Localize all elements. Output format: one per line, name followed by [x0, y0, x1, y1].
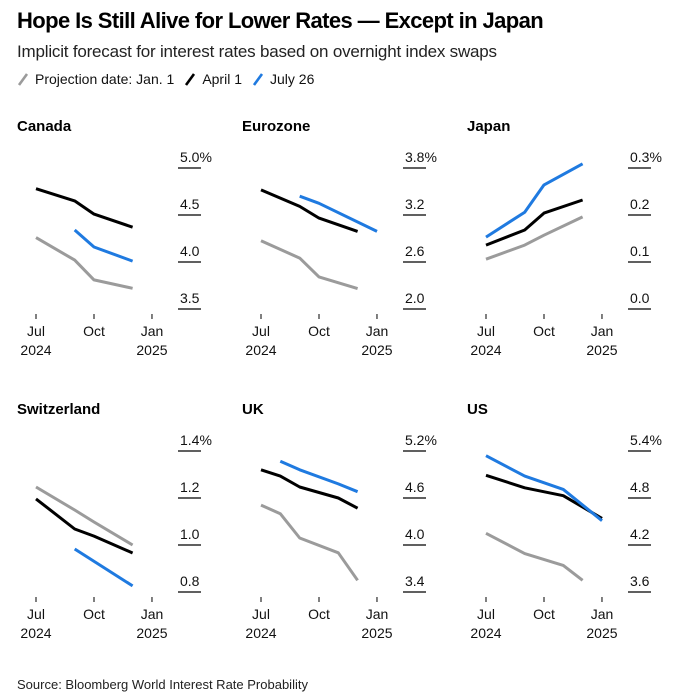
y-tick-label: 3.2	[405, 196, 425, 212]
y-tick-label: 5.4%	[630, 432, 662, 448]
panel-uk: UK 5.2% 4.6 4.0 3.4 Jul 2024 Oct Jan 2025	[242, 401, 437, 641]
panel-japan: Japan 0.3% 0.2 0.1 0.0 Jul 2024 Oct Jan 2025	[467, 118, 662, 358]
series-line-april-1	[35, 187, 134, 229]
series-line-july-26	[485, 454, 603, 522]
x-tick-label: Jan	[591, 606, 614, 622]
y-tick-label: 5.2%	[405, 432, 437, 448]
legend-swatch-july26-icon	[252, 73, 264, 86]
series-line-projection-date-jan-1	[260, 239, 359, 291]
y-tick-label: 1.0	[180, 526, 200, 542]
x-tick-label: Oct	[533, 323, 555, 339]
panel-title: Eurozone	[242, 118, 310, 135]
y-tick-label: 4.8	[630, 479, 650, 495]
panel-switzerland: Switzerland 1.4% 1.2 1.0 0.8 Jul 2024 Oct Jan 202…	[17, 401, 212, 641]
x-tick-label: Jan	[141, 606, 164, 622]
series-line-april-1	[35, 497, 134, 555]
series-line-april-1	[485, 473, 603, 520]
y-tick-label: 0.0	[630, 290, 650, 306]
y-tick-label: 4.6	[405, 479, 425, 495]
series-line-july-26	[279, 459, 359, 494]
legend-label-april1: April 1	[202, 71, 242, 87]
x-tick-year-label: 2024	[245, 625, 276, 641]
series-line-projection-date-jan-1	[485, 215, 584, 261]
series-line-april-1	[260, 188, 359, 233]
x-tick-year-label: 2024	[470, 342, 501, 358]
panel-title: US	[467, 401, 488, 418]
y-tick-label: 3.6	[630, 573, 650, 589]
series-line-projection-date-jan-1	[260, 503, 359, 582]
series-line-july-26	[299, 194, 378, 233]
legend-item-jan1: Projection date: Jan. 1	[17, 71, 174, 87]
x-tick-label: Oct	[308, 323, 330, 339]
source-note: Source: Bloomberg World Interest Rate Pr…	[17, 677, 308, 692]
chart-subtitle: Implicit forecast for interest rates bas…	[17, 42, 497, 61]
y-tick-label: 1.2	[180, 479, 200, 495]
x-tick-label: Jul	[252, 606, 270, 622]
x-tick-label: Oct	[83, 606, 105, 622]
y-tick-label: 2.0	[405, 290, 425, 306]
x-tick-year-label: 2025	[136, 342, 167, 358]
y-tick-label: 5.0%	[180, 149, 212, 165]
y-tick-label: 3.8%	[405, 149, 437, 165]
x-tick-label: Jan	[141, 323, 164, 339]
panel-canada: Canada 5.0% 4.5 4.0 3.5 Jul 2024 Oct Jan 2025	[17, 118, 212, 358]
series-line-projection-date-jan-1	[485, 531, 584, 582]
series-line-projection-date-jan-1	[35, 236, 133, 290]
panel-title: Canada	[17, 118, 72, 135]
x-tick-year-label: 2025	[586, 342, 617, 358]
x-tick-label: Jul	[252, 323, 270, 339]
series-line-april-1	[485, 198, 584, 247]
series-line-july-26	[73, 547, 134, 588]
y-tick-label: 0.3%	[630, 149, 662, 165]
x-tick-label: Jan	[366, 323, 389, 339]
legend: Projection date: Jan. 1 April 1 July 26	[17, 71, 324, 87]
x-tick-label: Jul	[477, 323, 495, 339]
x-tick-year-label: 2025	[136, 625, 167, 641]
panel-title: Switzerland	[17, 401, 100, 418]
x-tick-year-label: 2025	[361, 342, 392, 358]
x-tick-label: Oct	[308, 606, 330, 622]
y-tick-label: 0.8	[180, 573, 200, 589]
chart-title: Hope Is Still Alive for Lower Rates — Ex…	[17, 8, 544, 33]
x-tick-label: Jan	[366, 606, 389, 622]
y-tick-label: 4.2	[630, 526, 650, 542]
y-tick-label: 3.4	[405, 573, 425, 589]
x-tick-label: Jul	[27, 606, 45, 622]
x-tick-label: Jan	[591, 323, 614, 339]
legend-swatch-jan1-icon	[17, 73, 29, 86]
series-line-projection-date-jan-1	[35, 485, 134, 547]
x-tick-year-label: 2025	[361, 625, 392, 641]
y-tick-label: 4.0	[180, 243, 200, 259]
panel-us: US 5.4% 4.8 4.2 3.6 Jul 2024 Oct Jan 2025	[467, 401, 662, 641]
series-line-july-26	[73, 228, 134, 263]
series-line-april-1	[260, 468, 359, 510]
legend-item-july26: July 26	[252, 71, 314, 87]
x-tick-label: Jul	[477, 606, 495, 622]
x-tick-label: Oct	[533, 606, 555, 622]
y-tick-label: 0.1	[630, 243, 650, 259]
panel-title: UK	[242, 401, 264, 418]
legend-label-jan1: Projection date: Jan. 1	[35, 71, 175, 87]
y-tick-label: 3.5	[180, 290, 200, 306]
x-tick-label: Oct	[83, 323, 105, 339]
y-tick-label: 4.0	[405, 526, 425, 542]
y-tick-label: 2.6	[405, 243, 425, 259]
legend-label-july26: July 26	[270, 71, 315, 87]
panel-eurozone: Eurozone 3.8% 3.2 2.6 2.0 Jul 2024 Oct Jan 2025	[242, 118, 437, 358]
y-tick-label: 4.5	[180, 196, 200, 212]
legend-item-april1: April 1	[184, 71, 242, 87]
y-tick-label: 0.2	[630, 196, 650, 212]
x-tick-year-label: 2024	[245, 342, 276, 358]
x-tick-year-label: 2024	[470, 625, 501, 641]
series-line-july-26	[485, 162, 584, 239]
x-tick-year-label: 2024	[20, 342, 51, 358]
panel-title: Japan	[467, 118, 510, 135]
x-tick-year-label: 2025	[586, 625, 617, 641]
y-tick-label: 1.4%	[180, 432, 212, 448]
x-tick-label: Jul	[27, 323, 45, 339]
x-tick-year-label: 2024	[20, 625, 51, 641]
legend-swatch-april1-icon	[185, 73, 196, 86]
